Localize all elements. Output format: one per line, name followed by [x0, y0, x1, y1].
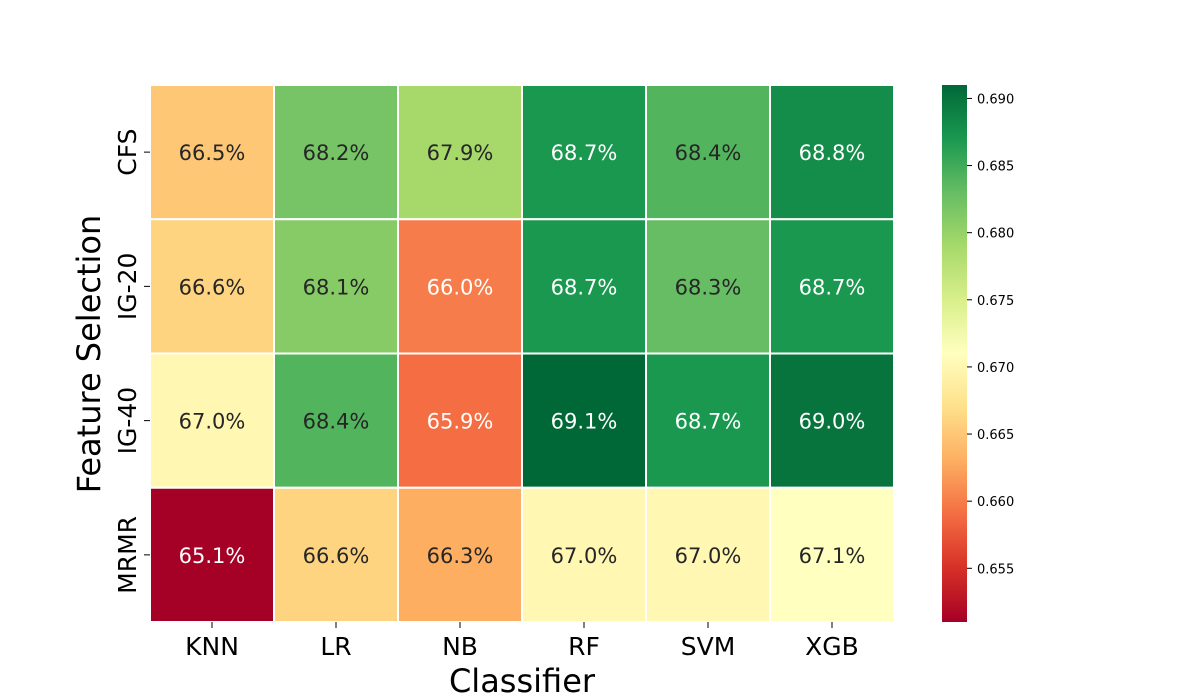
cell-value-label: 67.0%	[551, 544, 618, 568]
heatmap-cell	[645, 352, 771, 489]
y-tick-label: IG-40	[113, 387, 142, 455]
colorbar-gradient	[942, 85, 967, 622]
heatmap-cell	[769, 84, 895, 221]
heatmap-cell	[397, 486, 523, 623]
heatmap-cell	[273, 84, 399, 221]
cell-value-label: 68.2%	[303, 141, 370, 165]
x-tick-label: KNN	[185, 632, 239, 661]
colorbar: 0.655 0.660 0.665 0.670 0.675 0.680 0.685 0.690	[942, 85, 1014, 622]
heatmap-cell	[521, 84, 647, 221]
colorbar-tick-label: 0.670	[977, 361, 1014, 376]
y-tick-label: IG-20	[113, 253, 142, 321]
heatmap-cell	[397, 84, 523, 221]
cell-value-label: 68.3%	[675, 275, 742, 299]
x-axis-label: Classifier	[449, 662, 596, 700]
x-tick-label: SVM	[681, 632, 736, 661]
cell-value-label: 67.0%	[675, 544, 742, 568]
cell-value-label: 68.7%	[799, 275, 866, 299]
cell-value-label: 67.9%	[427, 141, 494, 165]
heatmap-cell	[521, 218, 647, 355]
heatmap-cell	[273, 352, 399, 489]
cell-value-label: 68.7%	[551, 141, 618, 165]
cell-value-label: 68.4%	[675, 141, 742, 165]
x-tick-label: LR	[320, 632, 351, 661]
cell-value-label: 65.9%	[427, 410, 494, 434]
cell-value-label: 66.5%	[179, 141, 246, 165]
heatmap-cells	[149, 84, 895, 623]
colorbar-tick-label: 0.665	[977, 428, 1014, 443]
cell-value-label: 66.0%	[427, 275, 494, 299]
heatmap-cell-labels: 66.5% 68.2% 67.9% 68.7% 68.4% 68.8% 66.6% 68.1%…	[179, 141, 866, 568]
cell-value-label: 65.1%	[179, 544, 246, 568]
heatmap-cell	[769, 486, 895, 623]
colorbar-tick-label: 0.685	[977, 160, 1014, 175]
heatmap-cell	[273, 486, 399, 623]
cell-value-label: 68.7%	[551, 275, 618, 299]
y-axis-label: Feature Selection	[70, 215, 108, 494]
heatmap-cell	[521, 352, 647, 489]
heatmap-cell	[273, 218, 399, 355]
cell-value-label: 67.0%	[179, 410, 246, 434]
cell-value-label: 68.7%	[675, 410, 742, 434]
heatmap-cell	[769, 218, 895, 355]
cell-value-label: 66.6%	[303, 544, 370, 568]
heatmap-cell	[149, 84, 275, 221]
x-tick-label: NB	[442, 632, 478, 661]
colorbar-tick-label: 0.680	[977, 227, 1014, 242]
y-axis-ticks: CFS IG-20 IG-40 MRMR	[113, 128, 150, 594]
colorbar-ticks: 0.655 0.660 0.665 0.670 0.675 0.680 0.685 0.690	[967, 92, 1014, 577]
x-tick-label: RF	[568, 632, 600, 661]
cell-value-label: 69.0%	[799, 410, 866, 434]
heatmap-cell	[521, 486, 647, 623]
heatmap-cell	[769, 352, 895, 489]
cell-value-label: 66.3%	[427, 544, 494, 568]
heatmap-cell	[645, 486, 771, 623]
cell-value-label: 68.4%	[303, 410, 370, 434]
cell-value-label: 68.1%	[303, 275, 370, 299]
y-tick-label: MRMR	[113, 516, 142, 594]
colorbar-tick-label: 0.675	[977, 294, 1014, 309]
cell-value-label: 67.1%	[799, 544, 866, 568]
colorbar-tick-label: 0.660	[977, 495, 1014, 510]
colorbar-tick-label: 0.690	[977, 92, 1014, 107]
cell-value-label: 69.1%	[551, 410, 618, 434]
x-axis-ticks: KNN LR NB RF SVM XGB	[185, 622, 859, 661]
cell-value-label: 68.8%	[799, 141, 866, 165]
y-tick-label: CFS	[113, 128, 142, 175]
colorbar-tick-label: 0.655	[977, 562, 1014, 577]
heatmap-cell	[149, 486, 275, 623]
cell-value-label: 66.6%	[179, 275, 246, 299]
x-tick-label: XGB	[805, 632, 859, 661]
